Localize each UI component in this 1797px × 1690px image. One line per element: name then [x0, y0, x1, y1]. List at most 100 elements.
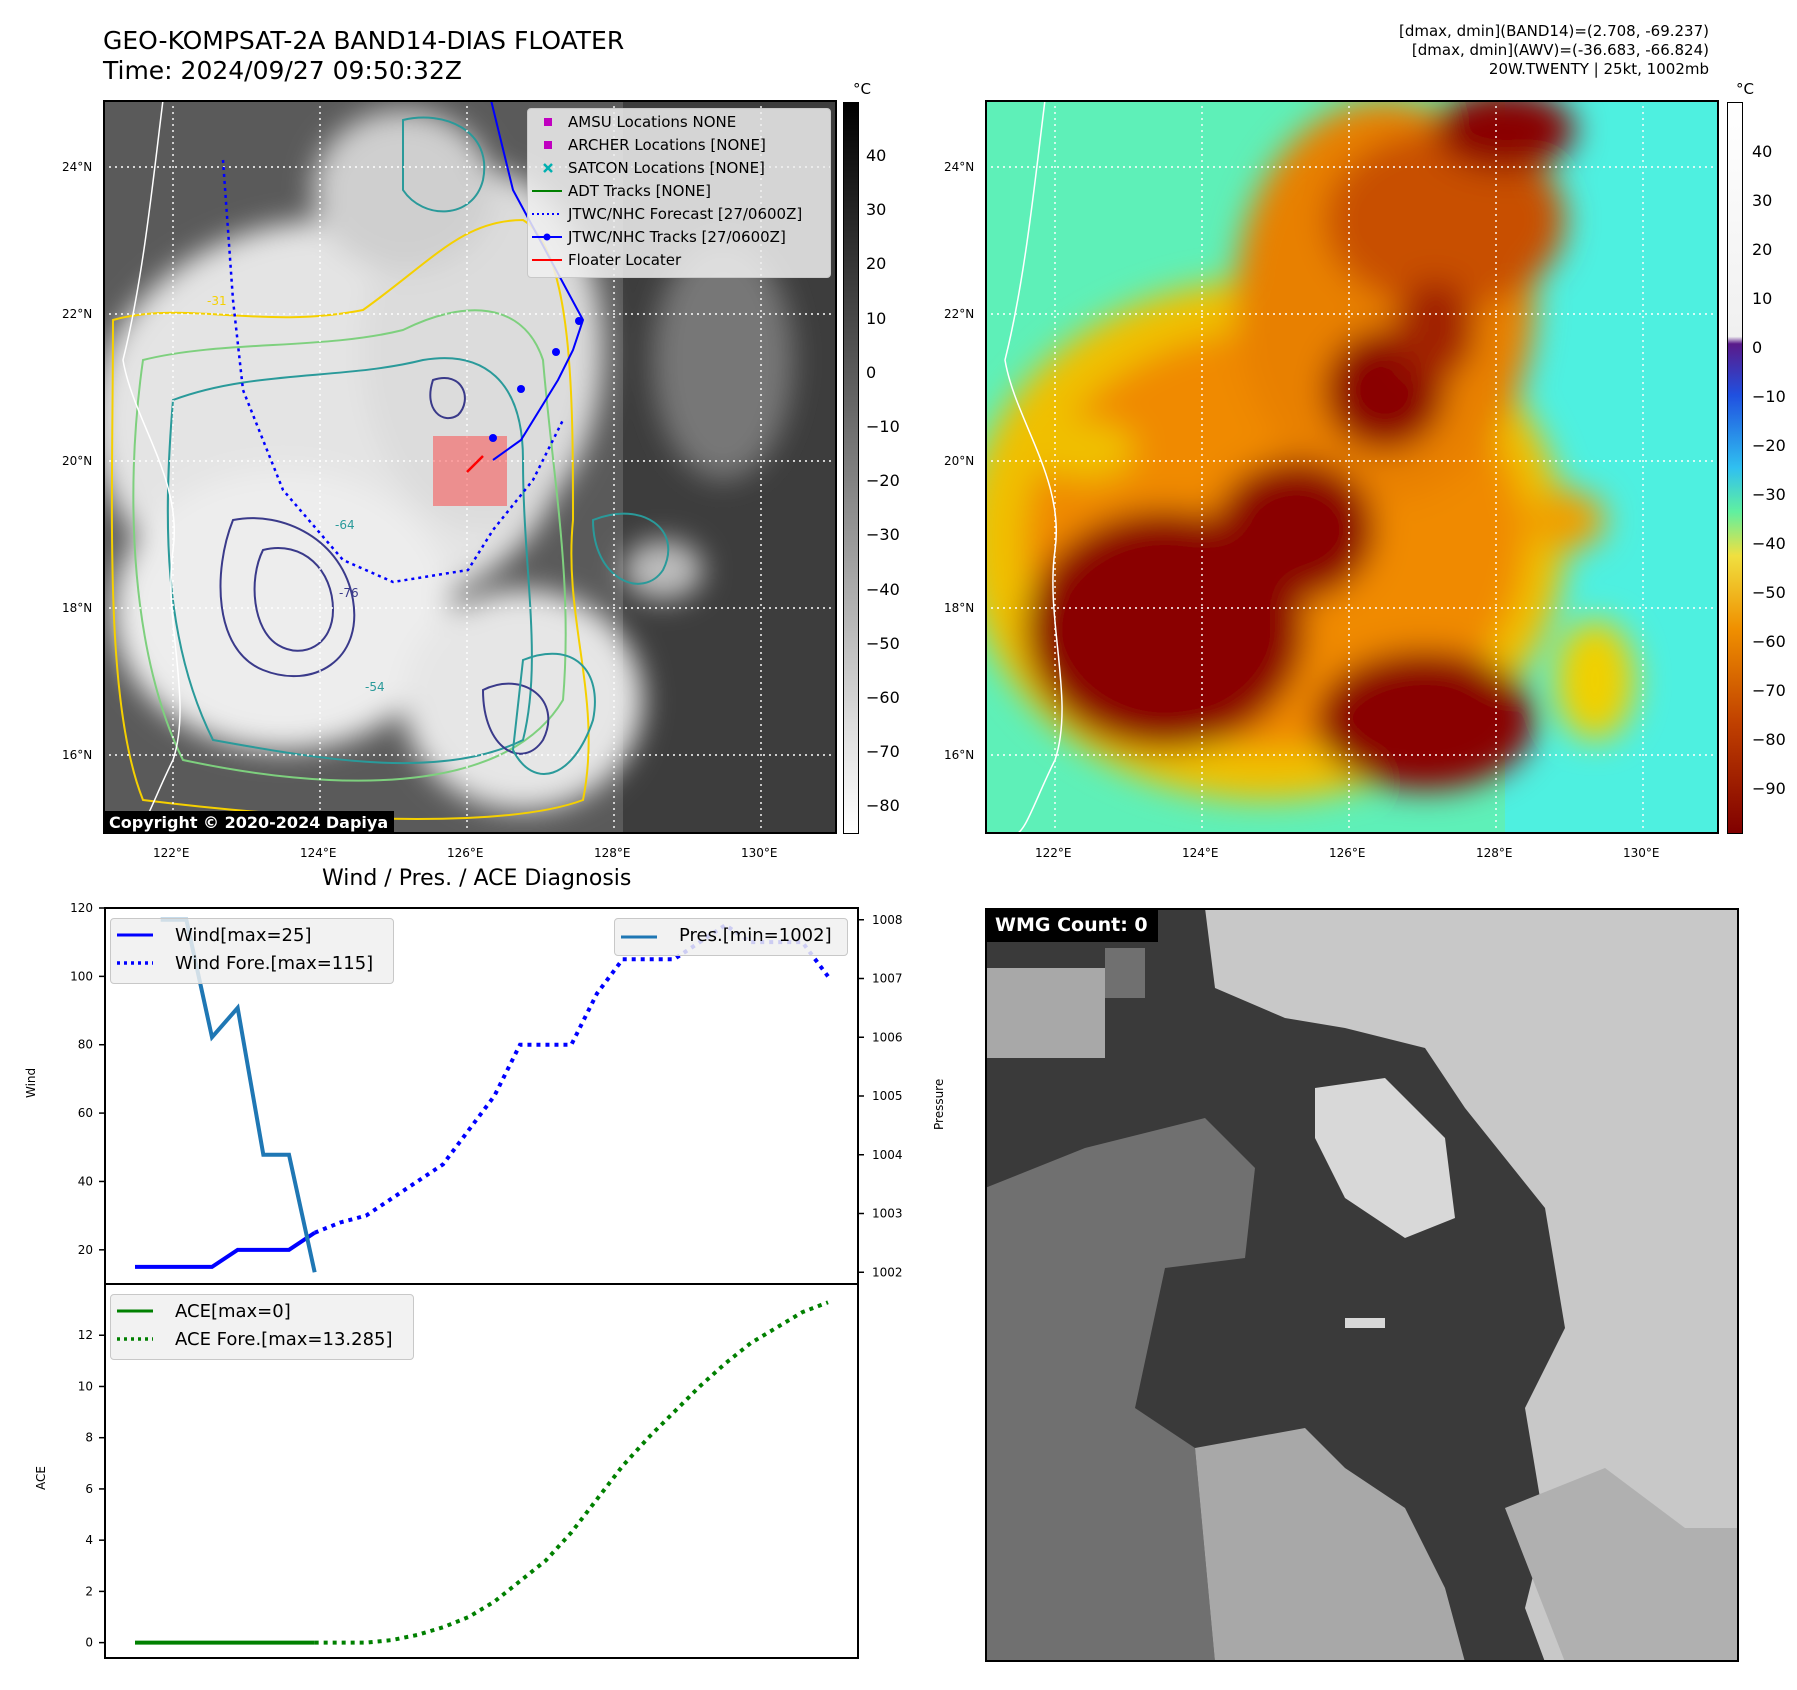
- legend-entry: ARCHER Locations [NONE]: [568, 136, 766, 154]
- lon-label: 126°E: [1329, 846, 1366, 860]
- ace-tick-label: 6: [85, 1482, 93, 1496]
- storm-status: 20W.TWENTY | 25kt, 1002mb: [1488, 60, 1709, 78]
- pressure-tick-label: 1002: [872, 1265, 903, 1279]
- legend-marker: [532, 233, 562, 241]
- floater-locator-box: [433, 436, 507, 506]
- colorbar-tick: 0: [1752, 338, 1763, 357]
- legend-marker: [532, 190, 562, 192]
- dias-map-panel: [985, 100, 1719, 834]
- colorbar-tick: −90: [1752, 779, 1786, 798]
- pressure-tick-label: 1003: [872, 1207, 903, 1221]
- band14-range: [dmax, dmin](BAND14)=(2.708, -69.237): [1398, 22, 1709, 40]
- wmg-image: [985, 908, 1739, 1662]
- wind-tick-label: 120: [70, 901, 93, 915]
- wmg-count-label: WMG Count: 0: [985, 908, 1158, 942]
- colorbar-tick: 10: [1752, 289, 1773, 308]
- wind-fore-legend-label: Wind Fore.[max=115]: [175, 953, 374, 974]
- ace-plot-frame: [104, 1283, 859, 1659]
- contour-label: -76: [339, 586, 359, 600]
- ace-tick-label: 10: [78, 1379, 93, 1393]
- pressure-axis-label: Pressure: [932, 1078, 946, 1130]
- ir-map-frame: [103, 100, 837, 834]
- colorbar2-unit: °C: [1736, 80, 1754, 98]
- colorbar-tick: −30: [866, 525, 900, 545]
- pressure-tick-label: 1005: [872, 1089, 903, 1103]
- lat-label: 24°N: [944, 160, 975, 174]
- contour-label: -64: [335, 518, 355, 532]
- wind-tick-label: 60: [78, 1106, 93, 1120]
- lat-label: 20°N: [62, 454, 93, 468]
- contour-label: -31: [207, 294, 227, 308]
- colorbar-tick: −20: [866, 471, 900, 491]
- wind-legend-label: Wind[max=25]: [175, 925, 312, 946]
- legend-entry: JTWC/NHC Tracks [27/0600Z]: [568, 228, 786, 246]
- dias-map-image: [985, 100, 1719, 834]
- colorbar-tick: −50: [1752, 583, 1786, 602]
- wind-legend: Wind[max=25] Wind Fore.[max=115]: [110, 918, 394, 984]
- lon-label: 128°E: [1476, 846, 1513, 860]
- wmg-frame: [985, 908, 1739, 1662]
- legend-marker: [543, 163, 553, 173]
- ace-tick-label: 12: [78, 1328, 93, 1342]
- legend-marker: [532, 213, 562, 215]
- pressure-tick-label: 1004: [872, 1148, 903, 1162]
- lon-label: 122°E: [153, 846, 190, 860]
- contour-label: -54: [365, 680, 385, 694]
- colorbar-tick: 30: [866, 200, 887, 220]
- colorbar1-unit: °C: [853, 80, 871, 98]
- colorbar-tick: −80: [1752, 730, 1786, 749]
- colorbar-tick: 20: [866, 254, 887, 274]
- colorbar-tick: 30: [1752, 191, 1773, 210]
- ace-tick-label: 0: [85, 1636, 93, 1650]
- lat-label: 16°N: [944, 748, 975, 762]
- colorbar-tick: −20: [1752, 436, 1786, 455]
- ace-tick-label: 2: [85, 1584, 93, 1598]
- title-line-1: GEO-KOMPSAT-2A BAND14-DIAS FLOATER: [103, 26, 625, 55]
- series-wind: [135, 1231, 316, 1269]
- title-line-2: Time: 2024/09/27 09:50:32Z: [103, 56, 462, 85]
- wind-axis-label: Wind: [24, 1067, 38, 1098]
- legend-marker: [532, 259, 562, 261]
- pressure-tick-label: 1008: [872, 913, 903, 927]
- lat-label: 18°N: [62, 601, 93, 615]
- lat-label: 18°N: [944, 601, 975, 615]
- ace-tick-label: 8: [85, 1431, 93, 1445]
- legend-marker: [544, 118, 552, 126]
- best-track-points: [489, 317, 583, 442]
- copyright-label: Copyright © 2020-2024 Dapiya: [103, 811, 395, 834]
- dias-map-grid: [985, 100, 1719, 834]
- colorbar-tick: −50: [866, 633, 900, 653]
- dias-map-frame: [985, 100, 1719, 834]
- map-legend: AMSU Locations NONE ARCHER Locations [NON…: [527, 108, 831, 278]
- ace-tick-label: 4: [85, 1533, 93, 1547]
- lon-label: 130°E: [1623, 846, 1660, 860]
- series-ace-fore-: [314, 1300, 829, 1645]
- lon-label: 126°E: [447, 846, 484, 860]
- legend-entry: AMSU Locations NONE: [568, 113, 737, 131]
- wind-tick-label: 80: [78, 1038, 93, 1052]
- ace-axis-label: ACE: [34, 1466, 48, 1490]
- best-track: [490, 100, 585, 461]
- lat-label: 16°N: [62, 748, 93, 762]
- colorbar-tick: 40: [866, 146, 887, 165]
- colorbar-tick: 40: [1752, 142, 1773, 161]
- colorbar-tick: −80: [866, 796, 900, 816]
- colorbar-tick: −70: [1752, 681, 1786, 700]
- colorbar-tick: −10: [1752, 387, 1786, 406]
- colorbar-tick: −70: [866, 742, 900, 762]
- awv-range: [dmax, dmin](AWV)=(-36.683, -66.824): [1411, 41, 1709, 59]
- storm-info: [dmax, dmin](BAND14)=(2.708, -69.237) [d…: [1399, 22, 1709, 79]
- pressure-tick-label: 1006: [872, 1030, 903, 1044]
- legend-marker: [544, 141, 552, 149]
- lat-label: 22°N: [944, 307, 975, 321]
- colorbar-tick: −10: [866, 417, 900, 436]
- legend-entry: JTWC/NHC Forecast [27/0600Z]: [568, 205, 803, 223]
- colorbar-tick: 0: [866, 362, 877, 382]
- legend-entry: Floater Locater: [568, 251, 682, 269]
- ace-legend-label: ACE[max=0]: [175, 1301, 291, 1322]
- colorbar-tick: 20: [1752, 240, 1773, 259]
- ace-fore-legend-label: ACE Fore.[max=13.285]: [175, 1329, 393, 1350]
- floater-locater-line: [466, 455, 484, 473]
- pressure-legend: Pres.[min=1002]: [614, 918, 848, 956]
- colorbar-tick: −40: [1752, 534, 1786, 553]
